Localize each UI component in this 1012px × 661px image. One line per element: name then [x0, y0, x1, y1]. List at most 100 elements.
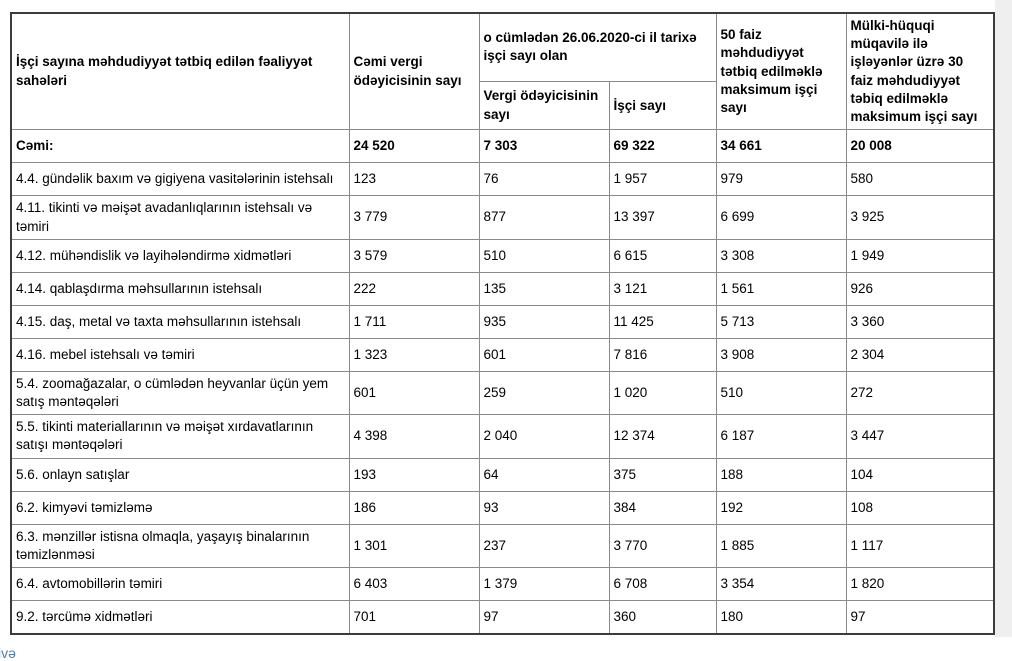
- cell-value: 701: [348, 600, 480, 635]
- cell-value: 97: [845, 600, 995, 635]
- table-row: 6.2. kimyəvi təmizləmə 186 93 384 192 108: [10, 490, 995, 525]
- row-label: Cəmi:: [10, 129, 350, 164]
- cell-value: 935: [478, 304, 610, 339]
- row-label: 5.4. zoomağazalar, o cümlədən heyvanlar …: [10, 370, 350, 416]
- cell-value: 3 779: [348, 195, 480, 240]
- table-row: 4.12. mühəndislik və layihələndirmə xidm…: [10, 238, 995, 273]
- cell-value: 188: [715, 457, 847, 492]
- cell-value: 76: [478, 162, 610, 197]
- cell-value: 259: [478, 370, 610, 416]
- header-sub-workers: İşçi sayı: [608, 80, 717, 131]
- cell-value: 601: [348, 370, 480, 416]
- table-body: Cəmi: 24 520 7 303 69 322 34 661 20 008 4.4. g…: [10, 129, 995, 635]
- row-label: 4.16. mebel istehsalı və təmiri: [10, 337, 350, 372]
- cell-value: 93: [478, 490, 610, 525]
- cell-value: 877: [478, 195, 610, 240]
- cell-value: 1 820: [845, 567, 995, 602]
- cell-value: 7 303: [478, 129, 610, 164]
- cell-value: 1 561: [715, 271, 847, 306]
- cell-value: 135: [478, 271, 610, 306]
- cell-value: 193: [348, 457, 480, 492]
- row-label: 9.2. tərcümə xidmətləri: [10, 600, 350, 635]
- cell-value: 6 699: [715, 195, 847, 240]
- table-row: 5.6. onlayn satışlar 193 64 375 188 104: [10, 457, 995, 492]
- cell-value: 3 925: [845, 195, 995, 240]
- cell-value: 123: [348, 162, 480, 197]
- cell-value: 24 520: [348, 129, 480, 164]
- header-max50: 50 faiz məhdudiyyət tətbiq edilməklə mak…: [715, 12, 847, 131]
- cell-value: 360: [608, 600, 717, 635]
- cell-value: 222: [348, 271, 480, 306]
- cell-value: 97: [478, 600, 610, 635]
- cell-value: 1 323: [348, 337, 480, 372]
- header-activity: İşçi sayına məhdudiyyət tətbiq edilən fə…: [10, 12, 350, 131]
- cell-value: 20 008: [845, 129, 995, 164]
- cell-value: 2 304: [845, 337, 995, 372]
- row-label: 4.12. mühəndislik və layihələndirmə xidm…: [10, 238, 350, 273]
- table-row: 4.14. qablaşdırma məhsullarının istehsal…: [10, 271, 995, 306]
- table-row: 9.2. tərcümə xidmətləri 701 97 360 180 97: [10, 600, 995, 635]
- cell-value: 375: [608, 457, 717, 492]
- cell-value: 4 398: [348, 414, 480, 459]
- cell-value: 926: [845, 271, 995, 306]
- cell-value: 1 117: [845, 523, 995, 569]
- table-row: 6.4. avtomobillərin təmiri 6 403 1 379 6 70…: [10, 567, 995, 602]
- table-row: 4.16. mebel istehsalı və təmiri 1 323 601 7…: [10, 337, 995, 372]
- cell-value: 3 447: [845, 414, 995, 459]
- cell-value: 6 403: [348, 567, 480, 602]
- cell-value: 1 711: [348, 304, 480, 339]
- cell-value: 6 187: [715, 414, 847, 459]
- header-as-of-group: o cümlədən 26.06.2020-ci il tarixə işçi …: [478, 12, 717, 82]
- cell-value: 108: [845, 490, 995, 525]
- header-sub-taxpayers: Vergi ödəyicisinin sayı: [478, 80, 610, 131]
- cell-value: 272: [845, 370, 995, 416]
- cell-value: 6 615: [608, 238, 717, 273]
- cell-value: 237: [478, 523, 610, 569]
- cell-value: 3 360: [845, 304, 995, 339]
- table-row: 5.5. tikinti materiallarının və məişət x…: [10, 414, 995, 459]
- cell-value: 180: [715, 600, 847, 635]
- cell-value: 2 040: [478, 414, 610, 459]
- cell-value: 64: [478, 457, 610, 492]
- cell-value: 5 713: [715, 304, 847, 339]
- row-label: 4.4. gündəlik baxım və gigiyena vasitələ…: [10, 162, 350, 197]
- cell-value: 7 816: [608, 337, 717, 372]
- row-label: 5.5. tikinti materiallarının və məişət x…: [10, 414, 350, 459]
- cell-value: 979: [715, 162, 847, 197]
- cell-value: 3 579: [348, 238, 480, 273]
- table-row: 4.15. daş, metal və taxta məhsullarının …: [10, 304, 995, 339]
- cell-value: 1 957: [608, 162, 717, 197]
- table-row: 4.4. gündəlik baxım və gigiyena vasitələ…: [10, 162, 995, 197]
- header-row-2: Vergi ödəyicisinin sayı İşçi sayı: [11, 80, 994, 131]
- row-label: 6.3. mənzillər istisna olmaqla, yaşayış …: [10, 523, 350, 569]
- cell-value: 3 308: [715, 238, 847, 273]
- cell-value: 186: [348, 490, 480, 525]
- cell-value: 1 301: [348, 523, 480, 569]
- cell-value: 3 770: [608, 523, 717, 569]
- cell-value: 1 020: [608, 370, 717, 416]
- cell-value: 3 908: [715, 337, 847, 372]
- row-label: 4.11. tikinti və məişət avadanlıqlarının…: [10, 195, 350, 240]
- statistics-table-container: İşçi sayına məhdudiyyət tətbiq edilən fə…: [10, 12, 996, 636]
- row-label: 4.15. daş, metal və taxta məhsullarının …: [10, 304, 350, 339]
- cell-value: 3 121: [608, 271, 717, 306]
- table-row: 5.4. zoomağazalar, o cümlədən heyvanlar …: [10, 370, 995, 416]
- row-label: 4.14. qablaşdırma məhsullarının istehsal…: [10, 271, 350, 306]
- clipped-footer-link[interactable]: ivə: [0, 645, 16, 661]
- header-total-taxpayers: Cəmi vergi ödəyicisinin sayı: [348, 12, 480, 131]
- cell-value: 601: [478, 337, 610, 372]
- cell-value: 3 354: [715, 567, 847, 602]
- cell-value: 384: [608, 490, 717, 525]
- cell-value: 34 661: [715, 129, 847, 164]
- cell-value: 69 322: [608, 129, 717, 164]
- cell-value: 510: [478, 238, 610, 273]
- total-row: Cəmi: 24 520 7 303 69 322 34 661 20 008: [10, 129, 995, 164]
- cell-value: 11 425: [608, 304, 717, 339]
- cell-value: 1 949: [845, 238, 995, 273]
- worker-limit-statistics-table: İşçi sayına məhdudiyyət tətbiq edilən fə…: [10, 12, 996, 636]
- table-row: 4.11. tikinti və məişət avadanlıqlarının…: [10, 195, 995, 240]
- row-label: 6.4. avtomobillərin təmiri: [10, 567, 350, 602]
- cell-value: 580: [845, 162, 995, 197]
- header-row-1: İşçi sayına məhdudiyyət tətbiq edilən fə…: [10, 12, 995, 131]
- header-max30: Mülki-hüquqi müqavilə ilə işləyənlər üzr…: [845, 12, 995, 131]
